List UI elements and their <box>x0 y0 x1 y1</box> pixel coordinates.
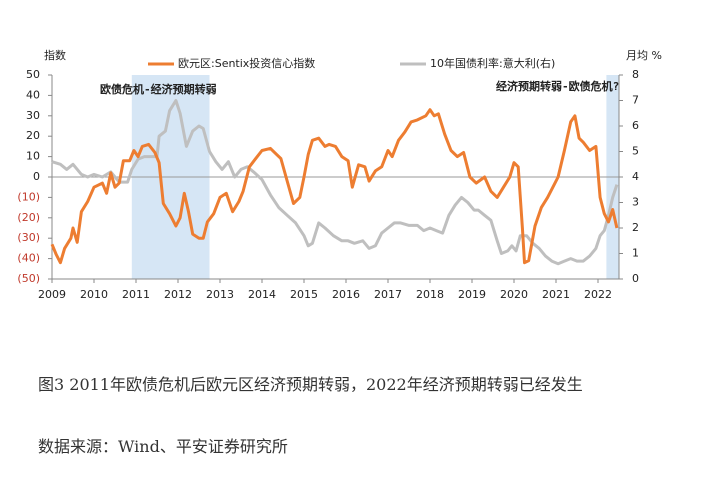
y-tick-label: 20 <box>26 129 40 142</box>
right-axis-title: 月均 % <box>626 49 662 62</box>
y-tick-label: (50) <box>17 272 40 285</box>
x-tick-label: 2022 <box>584 288 612 301</box>
y-tick-label: 30 <box>26 109 40 122</box>
y-tick-label: (30) <box>17 231 40 244</box>
y2-tick-label: 8 <box>632 68 639 81</box>
legend-label: 10年国债利率:意大利(右) <box>430 56 555 70</box>
x-tick-label: 2018 <box>416 288 444 301</box>
y2-tick-label: 4 <box>632 170 639 183</box>
x-tick-label: 2021 <box>542 288 570 301</box>
x-tick-label: 2015 <box>290 288 318 301</box>
left-axis-title: 指数 <box>44 48 66 62</box>
y2-tick-label: 1 <box>632 247 639 260</box>
caption-title: 图3 2011年欧债危机后欧元区经济预期转弱，2022年经济预期转弱已经发生 <box>38 375 583 394</box>
y-tick-label: 40 <box>26 88 40 101</box>
legend-label: 欧元区:Sentix投资信心指数 <box>178 56 315 70</box>
chart: 指数 月均 % (50) (40) (30) (20) (10) 0 10 20 30 40 50 0… <box>17 48 662 301</box>
x-tick-label: 2011 <box>122 288 150 301</box>
series-line <box>50 108 619 265</box>
x-tick-label: 2019 <box>458 288 486 301</box>
x-tick-label: 2020 <box>500 288 528 301</box>
y2-tick-label: 6 <box>632 119 639 132</box>
y2-tick-label: 5 <box>632 145 639 158</box>
y-tick-label: 50 <box>26 68 40 81</box>
x-tick-label: 2014 <box>248 288 276 301</box>
y-tick-label: 0 <box>33 170 40 183</box>
annotation: 经济预期转弱-欧债危机? <box>496 79 619 93</box>
x-tick-label: 2013 <box>206 288 234 301</box>
caption-source: 数据来源：Wind、平安证券研究所 <box>38 437 288 456</box>
y-tick-label: (20) <box>17 211 40 224</box>
x-tick-label: 2009 <box>38 288 66 301</box>
x-tick-label: 2010 <box>80 288 108 301</box>
x-tick-label: 2016 <box>332 288 360 301</box>
annotation: 欧债危机-经济预期转弱 <box>100 82 217 96</box>
y-tick-label: 10 <box>26 150 40 163</box>
y-tick-label: (40) <box>17 252 40 265</box>
y-tick-label: (10) <box>17 190 40 203</box>
y2-tick-label: 7 <box>632 94 639 107</box>
y2-tick-label: 3 <box>632 196 639 209</box>
y2-tick-label: 2 <box>632 221 639 234</box>
y2-tick-label: 0 <box>632 272 639 285</box>
x-tick-label: 2017 <box>374 288 402 301</box>
x-tick-label: 2012 <box>164 288 192 301</box>
